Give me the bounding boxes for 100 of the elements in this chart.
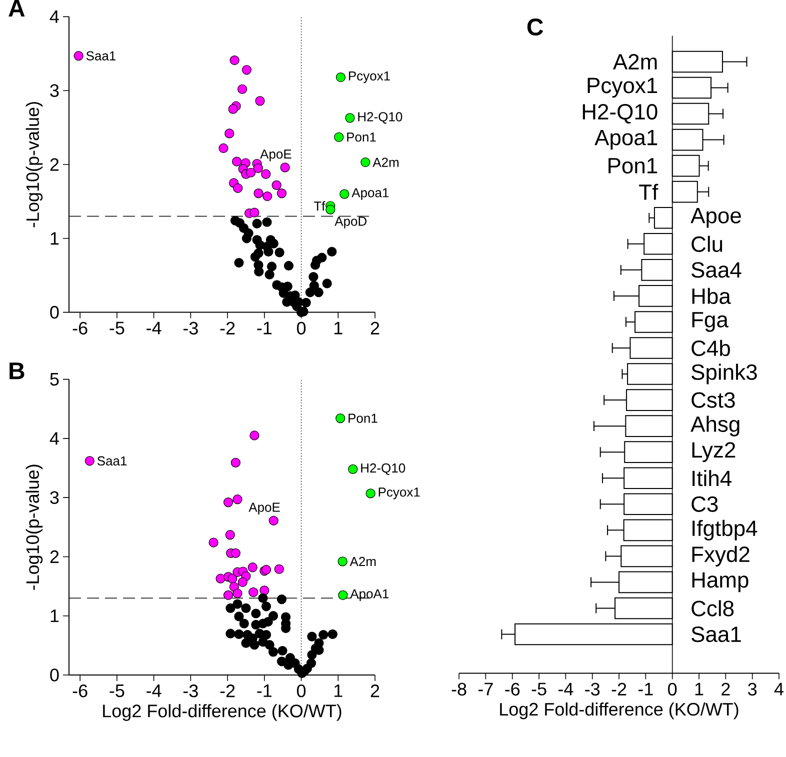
y-tick-label: C4b — [692, 340, 730, 356]
point — [255, 96, 265, 106]
point — [326, 204, 336, 214]
y-tick-label: Hba — [692, 288, 731, 304]
point — [278, 646, 288, 656]
point — [241, 603, 251, 613]
point — [338, 590, 348, 600]
point — [230, 458, 240, 468]
y-tick-label: Cst3 — [692, 392, 735, 408]
point — [237, 84, 248, 94]
point — [274, 564, 284, 574]
point — [230, 55, 240, 66]
point — [264, 640, 274, 650]
chart-title: C — [527, 18, 544, 36]
point — [266, 262, 277, 272]
x-tick-label: -1 — [257, 322, 272, 334]
annotation: Saa1 — [97, 456, 127, 466]
point — [268, 647, 278, 657]
point — [268, 611, 278, 621]
y-tick-label: Apoe — [690, 208, 741, 228]
point — [260, 586, 270, 596]
point — [274, 248, 284, 258]
point — [268, 516, 278, 526]
point — [228, 104, 238, 114]
point — [242, 65, 252, 75]
y-tick-label: H2-Q10 — [582, 104, 658, 124]
point — [234, 258, 244, 268]
point — [251, 608, 261, 618]
annotation: Apoa1 — [352, 188, 389, 200]
point — [366, 488, 376, 498]
point — [338, 556, 348, 566]
annotation: ApoE — [260, 150, 292, 162]
chart-title: B — [10, 362, 24, 380]
point — [246, 168, 256, 178]
y-tick-label: Fxyd2 — [692, 546, 750, 566]
point — [254, 188, 264, 198]
point — [238, 577, 248, 587]
x-tick-label: -5 — [532, 682, 546, 696]
y-tick-label: Saa1 — [692, 626, 741, 642]
point — [314, 288, 324, 298]
point — [225, 530, 235, 540]
y-axis-title: -Log10(p-value) — [26, 464, 43, 590]
y-tick-label: Ifgtbp4 — [692, 520, 758, 540]
y-tick-label: Hamp — [692, 572, 748, 592]
y-tick-label: Itih4 — [692, 470, 732, 486]
point — [284, 660, 294, 670]
y-tick-label: Ahsg — [690, 416, 740, 436]
y-tick-label: Spink3 — [692, 364, 757, 384]
annotation: A2m — [372, 158, 398, 167]
x-tick-label: 1 — [334, 684, 342, 697]
x-tick-label: 0 — [668, 682, 677, 696]
x-tick-label: -6 — [72, 684, 88, 698]
x-tick-label: -3 — [183, 684, 198, 698]
point — [276, 188, 287, 198]
point — [261, 169, 271, 179]
x-tick-label: -3 — [183, 322, 198, 335]
y-tick-label: Apoa1 — [594, 130, 658, 150]
point — [264, 270, 274, 280]
point — [348, 464, 358, 474]
point — [224, 128, 234, 138]
point — [336, 72, 346, 82]
point — [253, 163, 263, 173]
point — [232, 599, 242, 609]
annotation: Pon1 — [347, 132, 376, 142]
point — [284, 260, 294, 271]
point — [232, 494, 242, 504]
point — [336, 414, 346, 424]
x-tick-label: 2 — [370, 684, 380, 698]
chart-title: A — [8, 0, 25, 16]
y-tick-label: 4 — [50, 10, 59, 23]
point — [280, 162, 290, 172]
annotation: Tf — [314, 201, 326, 211]
y-tick-label: 1 — [50, 610, 59, 622]
point — [272, 180, 282, 190]
point — [263, 616, 273, 627]
y-tick-label: C3 — [692, 496, 718, 512]
annotation: Pcyox1 — [348, 71, 390, 84]
point — [208, 538, 218, 548]
point — [309, 280, 319, 290]
annotation: A2m — [350, 556, 376, 566]
point — [252, 218, 262, 228]
point — [250, 252, 260, 262]
y-tick-label: Clu — [692, 236, 722, 252]
y-tick-label: 2 — [50, 550, 59, 563]
point — [226, 603, 236, 613]
y-tick-label: Tf — [639, 184, 658, 200]
x-tick-label: -2 — [220, 322, 235, 334]
y-tick-label: Lyz2 — [692, 442, 736, 462]
point — [250, 640, 260, 650]
point — [318, 630, 328, 640]
point — [264, 246, 274, 256]
point — [262, 217, 272, 227]
y-tick-label: Pcyox1 — [588, 78, 658, 98]
x-tick-label: -2 — [612, 682, 626, 696]
x-axis-title: Log2 Fold-difference (KO/WT) — [103, 704, 342, 721]
y-tick-label: A2m — [612, 54, 657, 70]
point — [250, 208, 260, 218]
x-tick-label: -4 — [146, 684, 162, 697]
y-tick-label: Saa4 — [692, 262, 742, 278]
point — [250, 430, 260, 440]
